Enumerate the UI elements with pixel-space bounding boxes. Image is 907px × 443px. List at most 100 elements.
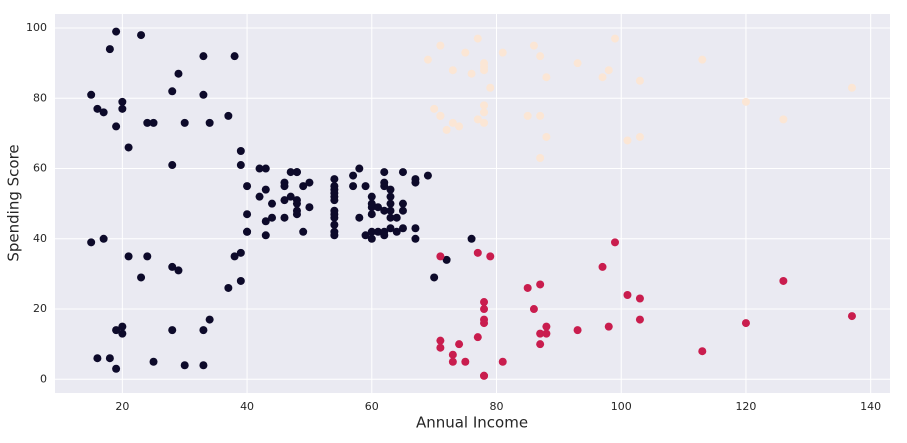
point: [411, 178, 420, 187]
y-tick-label: 20: [33, 302, 47, 315]
point: [698, 55, 707, 64]
point: [411, 234, 420, 243]
point: [480, 101, 489, 110]
point: [255, 192, 264, 201]
y-tick-label: 0: [40, 372, 47, 385]
point: [398, 206, 407, 215]
point: [143, 252, 152, 261]
point: [330, 175, 339, 184]
point: [261, 231, 270, 240]
point: [473, 333, 482, 342]
point: [380, 168, 389, 177]
point: [542, 132, 551, 141]
point: [180, 118, 189, 127]
point: [255, 164, 264, 173]
point: [480, 108, 489, 117]
point: [448, 350, 457, 359]
point: [361, 182, 370, 191]
point: [149, 357, 158, 366]
point: [224, 111, 233, 120]
point: [436, 336, 445, 345]
point: [243, 227, 252, 236]
point: [635, 132, 644, 141]
point: [367, 227, 376, 236]
point: [430, 273, 439, 282]
point: [480, 298, 489, 307]
point: [523, 111, 532, 120]
point: [635, 76, 644, 85]
point: [330, 220, 339, 229]
point: [423, 55, 432, 64]
point: [199, 326, 208, 335]
point: [448, 357, 457, 366]
point: [529, 41, 538, 50]
point: [355, 164, 364, 173]
point: [542, 73, 551, 82]
point: [473, 248, 482, 257]
point: [236, 276, 245, 285]
point: [261, 185, 270, 194]
point: [230, 252, 239, 261]
point: [392, 227, 401, 236]
point: [536, 280, 545, 289]
point: [168, 161, 177, 170]
point: [355, 213, 364, 222]
point: [498, 48, 507, 57]
point: [498, 357, 507, 366]
point: [473, 34, 482, 43]
point: [635, 294, 644, 303]
point: [99, 108, 108, 117]
point: [87, 90, 96, 99]
point: [480, 305, 489, 314]
point: [423, 171, 432, 180]
point: [623, 291, 632, 300]
point: [523, 283, 532, 292]
point: [143, 118, 152, 127]
point: [386, 213, 395, 222]
point: [268, 199, 277, 208]
point: [292, 210, 301, 219]
point: [604, 66, 613, 75]
x-tick-label: 60: [365, 400, 379, 413]
point: [105, 354, 114, 363]
point: [93, 104, 102, 113]
point: [292, 199, 301, 208]
point: [398, 168, 407, 177]
point: [847, 83, 856, 92]
point: [280, 196, 289, 205]
point: [436, 41, 445, 50]
point: [741, 319, 750, 328]
x-tick-label: 140: [860, 400, 881, 413]
point: [610, 34, 619, 43]
point: [536, 329, 545, 338]
point: [698, 347, 707, 356]
point: [367, 210, 376, 219]
point: [480, 62, 489, 71]
point: [374, 227, 383, 236]
point: [330, 182, 339, 191]
point: [149, 118, 158, 127]
point: [436, 252, 445, 261]
point: [330, 231, 339, 240]
point: [286, 192, 295, 201]
point: [99, 234, 108, 243]
point: [105, 45, 114, 54]
x-tick-label: 100: [611, 400, 632, 413]
point: [473, 115, 482, 124]
point: [168, 326, 177, 335]
x-axis-label: Annual Income: [416, 414, 528, 432]
point: [87, 238, 96, 247]
point: [367, 192, 376, 201]
point: [224, 283, 233, 292]
point: [112, 27, 121, 36]
y-tick-label: 100: [26, 21, 47, 34]
point: [536, 111, 545, 120]
x-tick-label: 80: [490, 400, 504, 413]
point: [367, 234, 376, 243]
point: [367, 199, 376, 208]
point: [380, 178, 389, 187]
point: [486, 83, 495, 92]
point: [137, 273, 146, 282]
point: [305, 203, 314, 212]
